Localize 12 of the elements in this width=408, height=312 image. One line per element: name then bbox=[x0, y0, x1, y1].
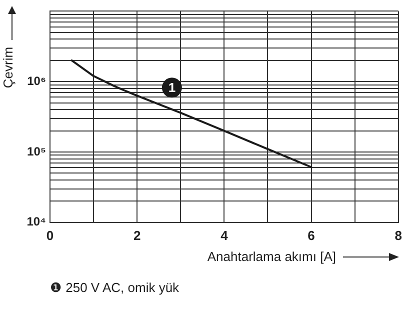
y-tick-label: 10⁵ bbox=[27, 144, 46, 158]
y-tick-label: 10⁴ bbox=[26, 214, 46, 229]
y-axis-title: Çevrim bbox=[0, 46, 16, 90]
text: ❶ 250 V AC, omik yük bbox=[50, 280, 180, 295]
annotation: 1 bbox=[168, 80, 176, 96]
y-tick-label: 10⁶ bbox=[27, 74, 46, 88]
x-tick-label: 0 bbox=[46, 228, 54, 243]
x-tick-label: 6 bbox=[308, 228, 315, 243]
x-tick-label: 4 bbox=[220, 228, 229, 243]
x-axis-title: Anahtarlama akımı [A] bbox=[207, 249, 336, 264]
x-tick-label: 8 bbox=[394, 228, 402, 243]
x-tick-label: 2 bbox=[133, 228, 141, 243]
